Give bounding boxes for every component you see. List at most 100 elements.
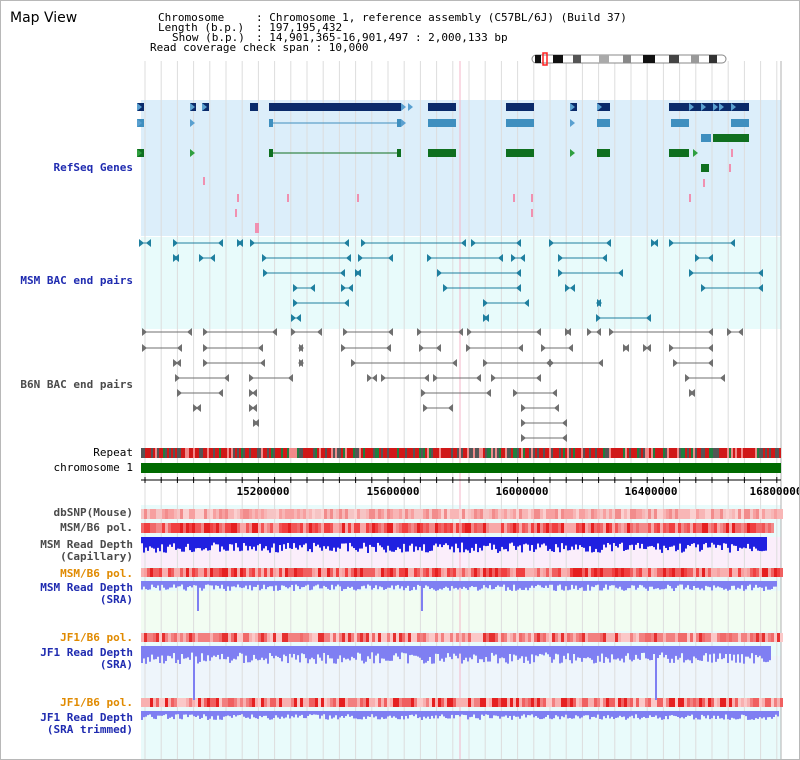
- depth-bar: [577, 537, 579, 550]
- heat-segment: [501, 698, 504, 707]
- depth-bar: [717, 646, 719, 659]
- heat-segment: [147, 523, 150, 533]
- depth-bar: [215, 646, 217, 657]
- heat-segment: [450, 568, 453, 577]
- depth-bar: [223, 537, 225, 550]
- heat-segment: [609, 633, 612, 642]
- depth-bar: [503, 537, 505, 550]
- bac-end-marker: [249, 374, 254, 382]
- heat-segment: [441, 633, 444, 642]
- depth-bar: [143, 646, 145, 659]
- gene-block: [671, 119, 689, 127]
- depth-bar: [285, 581, 287, 588]
- depth-bar: [357, 581, 359, 590]
- depth-bar: [641, 646, 643, 653]
- depth-bar: [225, 537, 227, 551]
- heat-segment: [453, 698, 456, 707]
- repeat-segment: [487, 448, 489, 458]
- depth-bar: [157, 581, 159, 586]
- heat-segment: [150, 523, 153, 533]
- heat-segment: [720, 633, 723, 642]
- heat-segment: [150, 568, 153, 577]
- depth-bar: [309, 711, 311, 715]
- depth-bar: [219, 711, 221, 720]
- heat-segment: [375, 698, 378, 707]
- heat-segment: [417, 568, 420, 577]
- depth-bar: [675, 711, 677, 717]
- depth-bar: [545, 581, 547, 586]
- depth-bar: [679, 711, 681, 719]
- heat-segment: [768, 698, 771, 707]
- heat-segment: [273, 523, 276, 533]
- depth-bar: [529, 646, 531, 664]
- depth-bar: [589, 711, 591, 720]
- repeat-segment: [665, 448, 667, 458]
- depth-bar: [623, 581, 625, 591]
- repeat-segment: [589, 448, 591, 458]
- track-label-jf1-depth-trimmed-sub: (SRA trimmed): [46, 723, 133, 736]
- heat-segment: [675, 523, 678, 533]
- repeat-segment: [379, 448, 381, 458]
- depth-bar: [599, 711, 601, 719]
- bac-end-marker: [288, 374, 293, 382]
- depth-bar: [201, 711, 203, 718]
- heat-segment: [726, 509, 729, 519]
- depth-bar: [529, 537, 531, 551]
- heat-segment: [333, 568, 336, 577]
- heat-segment: [402, 633, 405, 642]
- depth-bar: [627, 646, 629, 654]
- depth-bar: [265, 537, 267, 547]
- depth-bar: [427, 711, 429, 717]
- depth-bar: [147, 646, 149, 658]
- depth-bar: [385, 537, 387, 553]
- bac-end-marker: [587, 328, 592, 336]
- depth-bar: [759, 537, 761, 552]
- repeat-segment: [393, 448, 395, 458]
- depth-bar: [243, 537, 245, 544]
- repeat-segment: [227, 448, 229, 458]
- heat-segment: [273, 568, 276, 577]
- depth-bar: [769, 581, 771, 590]
- gene-exon: [269, 119, 273, 127]
- depth-bar: [549, 711, 551, 719]
- heat-segment: [432, 568, 435, 577]
- depth-bar: [183, 646, 185, 659]
- depth-bar: [703, 537, 705, 545]
- depth-bar: [751, 711, 753, 720]
- heat-segment: [369, 698, 372, 707]
- depth-bar: [217, 711, 219, 716]
- depth-bar: [189, 581, 191, 587]
- depth-bar: [697, 581, 699, 588]
- bac-end-marker: [483, 359, 488, 367]
- heat-segment: [651, 523, 654, 533]
- heat-segment: [633, 509, 636, 519]
- depth-bar: [677, 646, 679, 660]
- depth-bar: [757, 581, 759, 588]
- depth-bar: [165, 581, 167, 590]
- depth-bar: [377, 711, 379, 720]
- depth-bar: [617, 537, 619, 548]
- heat-segment: [444, 509, 447, 519]
- repeat-segment: [579, 448, 581, 458]
- depth-bar: [331, 646, 333, 659]
- heat-segment: [243, 523, 246, 533]
- heat-segment: [252, 523, 255, 533]
- heat-segment: [597, 698, 600, 707]
- depth-bar: [601, 537, 603, 550]
- heat-segment: [288, 509, 291, 519]
- depth-bar: [403, 537, 405, 544]
- heat-segment: [216, 509, 219, 519]
- depth-bar: [741, 537, 743, 549]
- depth-bar: [463, 711, 465, 715]
- heat-segment: [564, 698, 567, 707]
- heat-segment: [588, 698, 591, 707]
- heat-segment: [294, 633, 297, 642]
- depth-bar: [431, 581, 433, 589]
- depth-bar: [463, 537, 465, 553]
- repeat-segment: [761, 448, 763, 458]
- depth-bar: [339, 646, 341, 656]
- bac-end-marker: [388, 328, 393, 336]
- depth-bar: [665, 646, 667, 655]
- depth-bar: [751, 581, 753, 591]
